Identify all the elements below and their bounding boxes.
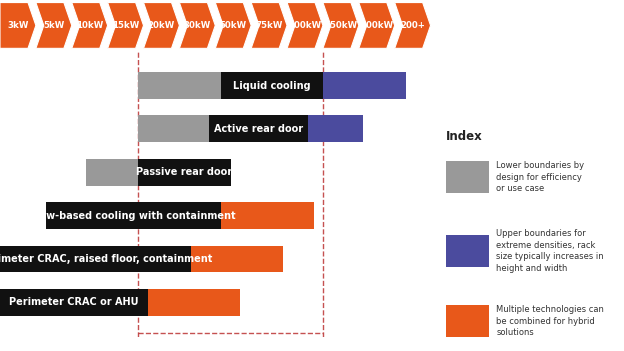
- Bar: [139, 115, 209, 143]
- Bar: [139, 159, 231, 186]
- Text: 30kW: 30kW: [183, 21, 211, 30]
- Polygon shape: [287, 2, 323, 48]
- Text: 10kW: 10kW: [76, 21, 104, 30]
- Text: Perimeter CRAC or AHU: Perimeter CRAC or AHU: [9, 297, 139, 307]
- Polygon shape: [394, 2, 431, 48]
- Polygon shape: [359, 2, 394, 48]
- Text: 15kW: 15kW: [112, 21, 139, 30]
- Text: Active rear door: Active rear door: [214, 124, 303, 134]
- Text: 20kW: 20kW: [148, 21, 175, 30]
- Text: 200+: 200+: [400, 21, 425, 30]
- Text: Multiple technologies can
be combined for hybrid
solutions: Multiple technologies can be combined fo…: [496, 305, 604, 337]
- Text: Lower boundaries by
design for efficiency
or use case: Lower boundaries by design for efficienc…: [496, 161, 585, 193]
- Bar: [148, 289, 240, 316]
- Bar: [446, 305, 489, 337]
- Polygon shape: [36, 2, 72, 48]
- Bar: [222, 202, 314, 229]
- Text: Row-based cooling with containment: Row-based cooling with containment: [32, 211, 236, 220]
- Text: 75kW: 75kW: [255, 21, 283, 30]
- Bar: [46, 202, 222, 229]
- Polygon shape: [180, 2, 215, 48]
- Text: Index: Index: [446, 130, 483, 143]
- Polygon shape: [144, 2, 180, 48]
- Text: Passive rear door: Passive rear door: [137, 167, 233, 177]
- Polygon shape: [107, 2, 144, 48]
- Bar: [323, 72, 406, 99]
- Bar: [0, 245, 191, 272]
- Bar: [308, 115, 363, 143]
- Text: 3kW: 3kW: [7, 21, 29, 30]
- Text: 200kW: 200kW: [360, 21, 393, 30]
- Bar: [222, 72, 323, 99]
- Polygon shape: [323, 2, 359, 48]
- Bar: [209, 115, 308, 143]
- Text: 150kW: 150kW: [324, 21, 358, 30]
- Polygon shape: [251, 2, 287, 48]
- Polygon shape: [72, 2, 107, 48]
- Text: Liquid cooling: Liquid cooling: [233, 81, 311, 91]
- Text: 100kW: 100kW: [288, 21, 321, 30]
- Bar: [446, 235, 489, 267]
- Text: 50kW: 50kW: [220, 21, 246, 30]
- Bar: [139, 72, 222, 99]
- Bar: [191, 245, 283, 272]
- Text: Upper boundaries for
extreme densities, rack
size typically increases in
height : Upper boundaries for extreme densities, …: [496, 229, 604, 273]
- Polygon shape: [0, 2, 36, 48]
- Text: 5kW: 5kW: [43, 21, 64, 30]
- Polygon shape: [215, 2, 251, 48]
- Bar: [0, 289, 148, 316]
- Text: Perimeter CRAC, raised floor, containment: Perimeter CRAC, raised floor, containmen…: [0, 254, 212, 264]
- Bar: [446, 161, 489, 193]
- Bar: [86, 159, 139, 186]
